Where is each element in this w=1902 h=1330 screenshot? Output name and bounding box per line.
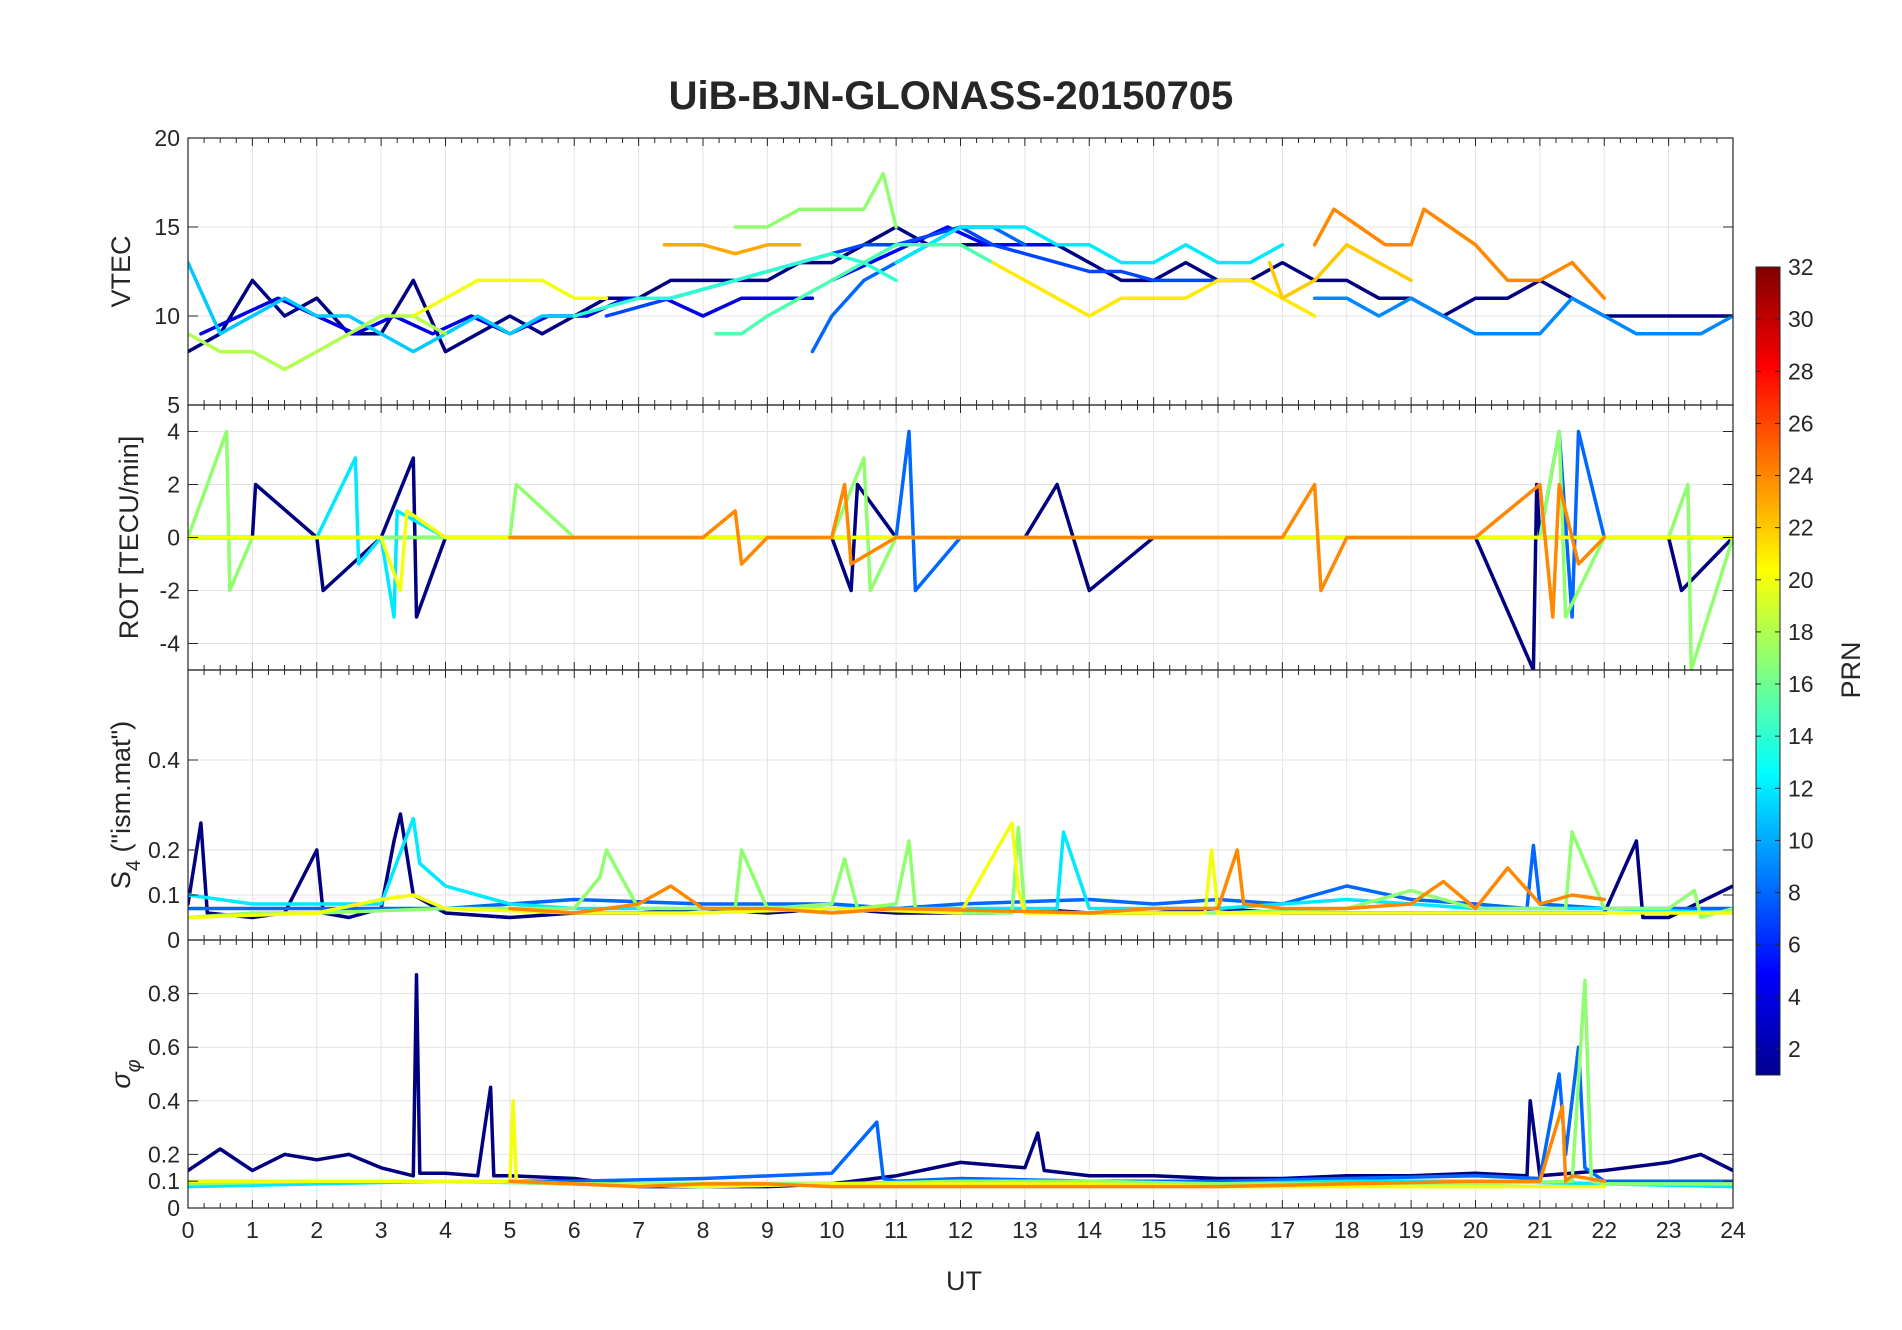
colorbar-tick-label-6: 14 [1788,723,1814,749]
x-tick-label-7: 7 [632,1217,645,1243]
x-tick-label-8: 8 [697,1217,710,1243]
y-tick-label-rot-0: -4 [160,631,181,657]
x-tick-label-0: 0 [182,1217,195,1243]
x-tick-label-21: 21 [1527,1217,1553,1243]
y-tick-label-sigma_phi-4: 0.6 [148,1034,180,1060]
series-vtec-prn21 [990,260,1317,318]
panel-vtec: 5 10 15 20 VTEC [106,125,1734,418]
x-tick-label-6: 6 [568,1217,581,1243]
x-tick-label-12: 12 [948,1217,974,1243]
y-tick-label-rot-4: 4 [167,419,180,445]
colorbar-tick-label-14: 30 [1788,306,1814,332]
y-tick-label-s4-1: 0.1 [148,882,180,908]
y-axis-label-vtec: VTEC [106,235,136,307]
x-tick-label-11: 11 [884,1217,908,1243]
x-tick-label-17: 17 [1270,1217,1296,1243]
y-axis-label-s4: S4 ("ism.mat") [106,721,145,889]
x-tick-label-9: 9 [761,1217,774,1243]
x-tick-label-5: 5 [503,1217,516,1243]
y-tick-label-vtec-1: 10 [154,303,180,329]
y-axis-label-sigma_phi: σφ [106,1059,145,1088]
x-tick-label-19: 19 [1398,1217,1424,1243]
x-tick-label-4: 4 [439,1217,452,1243]
series-vtec-prn18 [188,314,448,372]
panel-sigma_phi: 00.10.20.40.60.80 1 2 3 4 5 6 7 8 9 10 11 12 13 14 15 16… [106,939,1746,1243]
series-s4-prn24 [508,848,1607,915]
series-vtec-prn23 [662,243,802,256]
series-group-vtec [188,171,1733,372]
y-tick-label-s4-0: 0 [167,927,180,953]
series-vtec-prn15 [714,243,995,336]
series-group-s4 [188,812,1733,920]
y-tick-label-rot-2: 0 [167,525,180,551]
y-tick-label-sigma_phi-5: 0.8 [148,981,180,1007]
series-vtec-prn24 [1312,207,1607,300]
panel-s4: 0 0.1 0.2 0.4S4 ("ism.mat") [106,669,1734,953]
colorbar-tick-label-7: 16 [1788,671,1814,697]
y-tick-label-vtec-0: 5 [167,392,180,418]
series-vtec-prn20 [411,278,609,318]
y-tick-label-sigma_phi-1: 0.1 [148,1168,180,1194]
colorbar-tick-label-2: 6 [1788,932,1801,958]
y-tick-label-s4-2: 0.2 [148,837,180,863]
x-axis-label: UT [946,1266,982,1296]
series-vtec-prn12 [894,225,1285,265]
x-tick-label-22: 22 [1591,1217,1617,1243]
y-tick-label-sigma_phi-3: 0.4 [148,1088,180,1114]
colorbar-tick-label-9: 20 [1788,567,1814,593]
x-tick-label-20: 20 [1463,1217,1489,1243]
y-tick-label-vtec-3: 20 [154,125,180,151]
series-sigma_phi-prn20 [188,1099,1607,1189]
colorbar-tick-label-13: 28 [1788,358,1814,384]
y-tick-label-s4-3: 0.4 [148,747,180,773]
colorbar-tick-label-11: 24 [1788,463,1814,489]
series-vtec-prn14 [572,251,898,318]
colorbar-tick-label-0: 2 [1788,1036,1801,1062]
x-tick-label-3: 3 [375,1217,388,1243]
series-vtec-prn7 [604,225,1220,318]
x-tick-label-2: 2 [310,1217,323,1243]
series-group-sigma_phi [188,973,1733,1189]
x-tick-label-18: 18 [1334,1217,1360,1243]
colorbar-tick-label-15: 32 [1788,254,1814,280]
y-tick-label-rot-1: -2 [160,578,180,604]
colorbar-tick-label-5: 12 [1788,775,1814,801]
colorbar-bar [1755,266,1781,1076]
colorbar-label: PRN [1836,641,1866,698]
series-rot-prn24 [508,482,1607,619]
series-s4-prn8 [188,843,1733,911]
colorbar-tick-label-10: 22 [1788,515,1814,541]
colorbar-tick-label-1: 4 [1788,984,1801,1010]
series-vtec-prn22 [1267,243,1413,300]
x-tick-label-13: 13 [1012,1217,1038,1243]
x-tick-label-16: 16 [1205,1217,1231,1243]
series-vtec-prn9 [1312,296,1733,336]
colorbar-tick-label-3: 8 [1788,880,1801,906]
panel-rot: -4 -2 0 2 4 ROT [TECU/min] [114,404,1734,671]
series-vtec-prn11 [188,260,577,354]
series-sigma_phi-prn24 [508,1104,1607,1189]
y-tick-label-vtec-2: 15 [154,214,180,240]
x-tick-label-15: 15 [1141,1217,1167,1243]
y-tick-label-sigma_phi-0: 0 [167,1195,180,1221]
y-axis-label-rot: ROT [TECU/min] [114,436,144,640]
colorbar-tick-label-12: 26 [1788,410,1814,436]
series-vtec-prn17 [733,171,898,229]
x-tick-label-24: 24 [1720,1217,1746,1243]
x-tick-label-10: 10 [819,1217,845,1243]
y-tick-label-rot-3: 2 [167,472,180,498]
series-s4-prn20 [188,821,1733,920]
x-tick-label-1: 1 [246,1217,259,1243]
x-tick-label-23: 23 [1656,1217,1682,1243]
colorbar-tick-label-4: 10 [1788,827,1814,853]
chart-title: UiB-BJN-GLONASS-20150705 [668,74,1234,118]
y-tick-label-sigma_phi-2: 0.2 [148,1141,180,1167]
series-group-rot [188,429,1733,670]
colorbar-tick-label-8: 18 [1788,619,1814,645]
x-tick-label-14: 14 [1076,1217,1102,1243]
